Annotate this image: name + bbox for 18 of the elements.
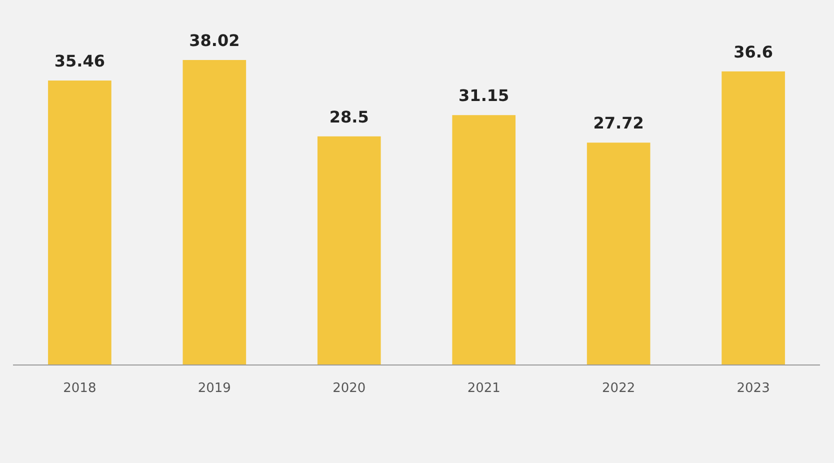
x-tick-label: 2019 bbox=[198, 381, 231, 396]
data-label: 35.46 bbox=[54, 52, 105, 71]
x-tick-label: 2020 bbox=[332, 381, 366, 396]
bar bbox=[586, 142, 650, 365]
x-tick-label: 2018 bbox=[63, 381, 96, 396]
x-tick-label: 2021 bbox=[467, 381, 500, 396]
data-label: 36.6 bbox=[734, 42, 774, 62]
data-label: 28.5 bbox=[329, 107, 369, 126]
bar bbox=[452, 115, 516, 365]
bar bbox=[48, 80, 112, 365]
bar bbox=[317, 136, 381, 365]
data-label: 38.02 bbox=[189, 31, 240, 50]
data-label: 31.15 bbox=[458, 86, 510, 106]
x-tick-label: 2022 bbox=[602, 381, 636, 396]
x-tick-label: 2023 bbox=[736, 381, 770, 396]
bar bbox=[182, 60, 246, 365]
data-label: 27.72 bbox=[593, 114, 644, 133]
bar bbox=[722, 71, 785, 365]
